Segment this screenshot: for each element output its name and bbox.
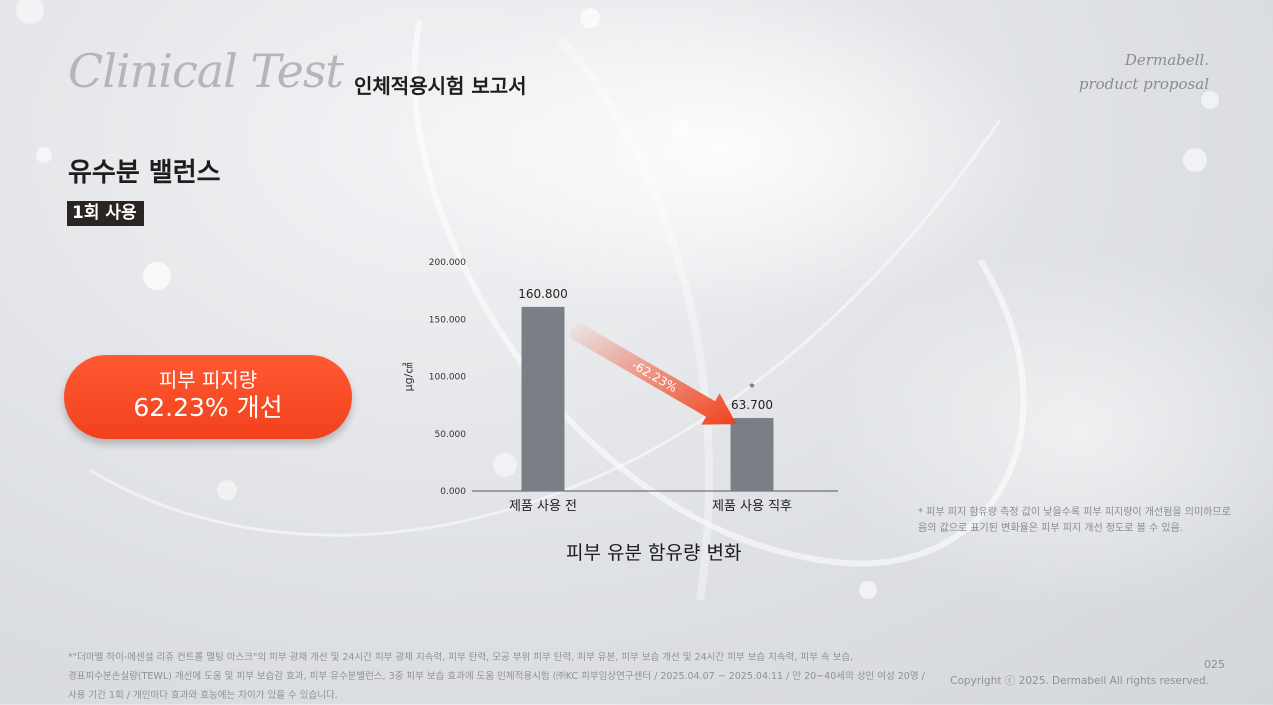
footnote: *"더마벨 하이-에센셜 리쥬 컨트롤 멜팅 마스크"의 피부 광채 개선 및 … bbox=[68, 648, 925, 705]
bar-value-label: 160.800 bbox=[518, 287, 568, 301]
chart-title: 피부 유분 함유량 변화 bbox=[566, 542, 742, 564]
oil-content-chart: 200.000 150.000 100.000 50.000 0.000 160.800… bbox=[402, 258, 838, 514]
y-tick-label: 0.000 bbox=[440, 487, 466, 497]
footnote-line3: 사용 기간 1회 / 개인마다 효과와 효능에는 차이가 있을 수 있습니다. bbox=[68, 690, 338, 701]
footnote-line1: *"더마벨 하이-에센셜 리쥬 컨트롤 멜팅 마스크"의 피부 광채 개선 및 … bbox=[68, 652, 854, 663]
copyright: Copyright ⓒ 2025. Dermabell All rights r… bbox=[950, 675, 1209, 687]
y-tick-label: 200.000 bbox=[429, 258, 466, 268]
y-tick-label: 50.000 bbox=[435, 430, 467, 440]
change-arrow bbox=[568, 321, 737, 425]
significance-marker: * bbox=[749, 381, 755, 394]
section-title: 유수분 밸런스 bbox=[68, 158, 221, 188]
result-line2: 62.23% 개선 bbox=[133, 393, 283, 422]
corner-brand-line1: Dermabell. bbox=[1124, 51, 1209, 69]
y-tick-label: 100.000 bbox=[429, 373, 466, 383]
report-subtitle: 인체적용시험 보고서 bbox=[354, 74, 527, 98]
chart-note-line2: 음의 값으로 표기된 변화율은 피부 피지 개선 정도로 볼 수 있음. bbox=[918, 523, 1183, 534]
category-label: 제품 사용 직후 bbox=[712, 499, 792, 514]
brand-title: Clinical Test bbox=[68, 44, 344, 98]
page-number: 025 bbox=[1204, 658, 1225, 671]
result-line1: 피부 피지량 bbox=[158, 368, 258, 392]
corner-brand: Dermabell. product proposal bbox=[1079, 48, 1209, 96]
bar bbox=[521, 306, 565, 491]
category-label: 제품 사용 전 bbox=[509, 499, 577, 514]
bar-value-label: 63.700 bbox=[731, 398, 773, 412]
usage-badge: 1회 사용 bbox=[67, 201, 144, 226]
chart-note-line1: * 피부 피지 함유량 측정 값이 낮을수록 피부 피지량이 개선됨을 의미하므… bbox=[918, 507, 1231, 518]
corner-brand-line2: product proposal bbox=[1078, 75, 1209, 93]
result-pill: 피부 피지량 62.23% 개선 bbox=[64, 355, 352, 439]
y-axis-label: μg/㎠ bbox=[402, 363, 415, 392]
chart-note: * 피부 피지 함유량 측정 값이 낮을수록 피부 피지량이 개선됨을 의미하므… bbox=[918, 505, 1231, 537]
y-tick-label: 150.000 bbox=[429, 315, 466, 325]
bar bbox=[730, 418, 774, 491]
footnote-line2: 경표피수분손실량(TEWL) 개선에 도움 및 피부 보습감 효과, 피부 유수… bbox=[68, 671, 925, 682]
